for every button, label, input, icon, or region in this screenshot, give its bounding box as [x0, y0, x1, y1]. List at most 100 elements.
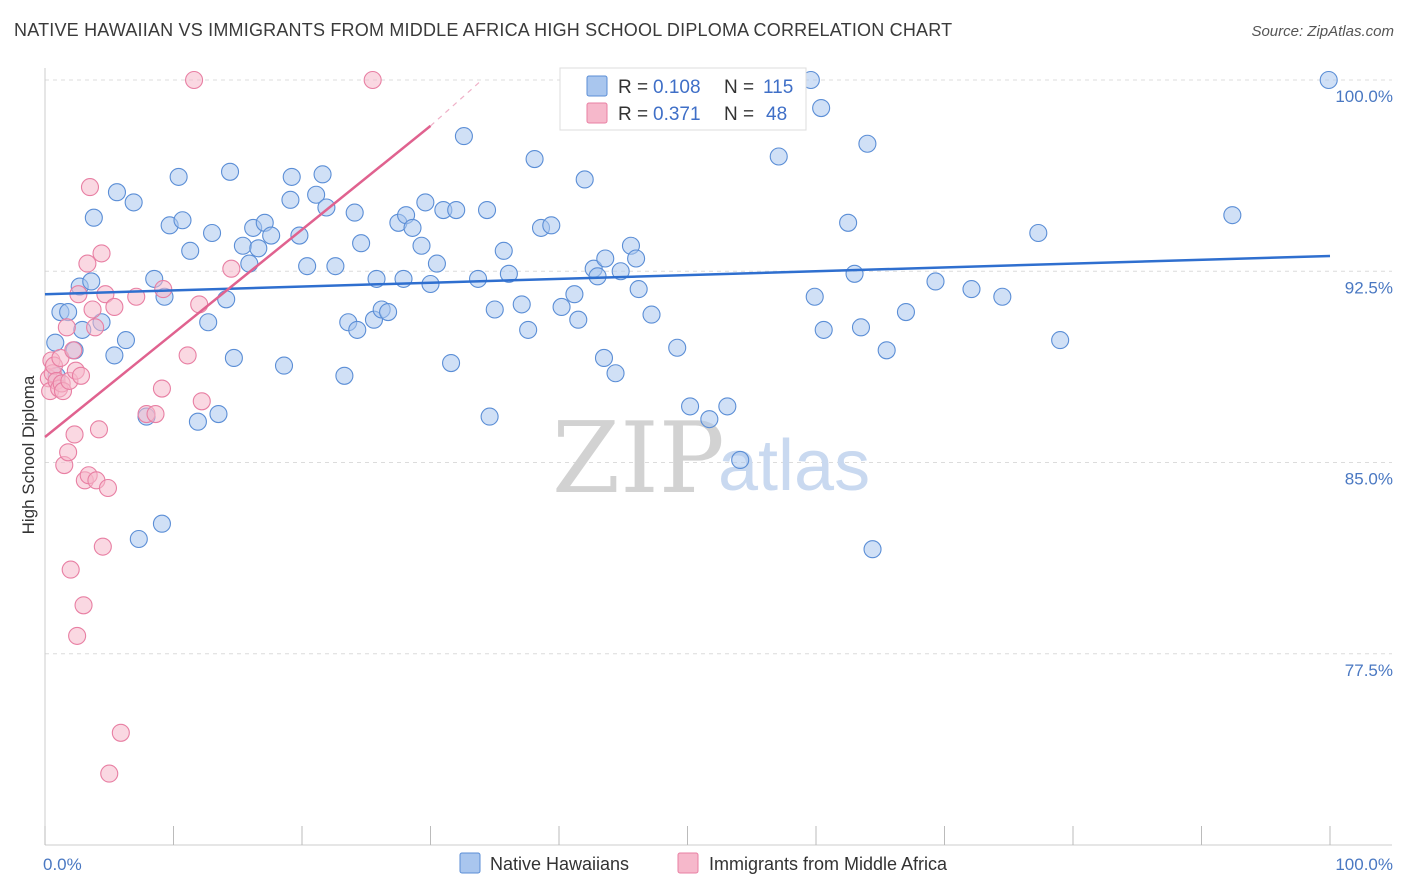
native-hawaiian-point-84: [596, 249, 615, 268]
legend-item-middle-africa-swatch: [677, 852, 699, 874]
native-hawaiian-point-21: [173, 211, 192, 230]
native-hawaiian-point-31: [240, 254, 259, 273]
native-hawaiian-point-58: [412, 236, 431, 255]
native-hawaiian-point-108: [926, 272, 945, 291]
native-hawaiian-point-99: [812, 99, 831, 118]
middle-africa-point-24: [83, 300, 102, 319]
axes: [44, 68, 1392, 846]
legend-item-middle-africa: Immigrants from Middle Africa: [709, 854, 948, 874]
stats-legend: R = 0.108 N = 115 R = 0.371 N = 48: [559, 67, 807, 131]
legend-swatch-pink: [586, 102, 608, 124]
native-hawaiian-point-80: [575, 170, 594, 189]
native-hawaiian-point-100: [814, 320, 833, 339]
native-hawaiian-point-73: [519, 320, 538, 339]
native-hawaiian-point-89: [629, 280, 648, 299]
y-tick-label-2: 92.5%: [1345, 278, 1393, 297]
native-hawaiian-point-3: [59, 302, 78, 322]
native-hawaiian-point-47: [345, 203, 364, 222]
middle-africa-point-15: [65, 425, 84, 444]
native-hawaiian-point-88: [627, 249, 646, 268]
native-hawaiian-point-110: [993, 287, 1012, 306]
native-hawaiian-point-98: [805, 287, 824, 306]
native-hawaiian-point-113: [1223, 206, 1242, 225]
source-label: Source: ZipAtlas.com: [1251, 23, 1394, 40]
trend-lines: [44, 79, 1331, 438]
legend-n-label-2: N =: [724, 104, 754, 125]
native-hawaiian-point-96: [769, 147, 788, 166]
native-hawaiian-point-53: [379, 302, 398, 322]
native-hawaiian-point-77: [552, 297, 571, 317]
middle-africa-point-19: [74, 596, 93, 615]
middle-africa-point-18: [71, 366, 91, 385]
native-hawaiian-point-83: [594, 348, 614, 368]
middle-africa-point-29: [93, 537, 112, 556]
native-hawaiian-point-79: [569, 310, 588, 329]
native-hawaiian-point-65: [454, 127, 473, 146]
y-tick-label-0: 77.5%: [1345, 661, 1393, 680]
native-hawaiian-point-78: [565, 285, 584, 304]
native-hawaiian-point-22: [181, 241, 200, 260]
x-tick-label-0: 0.0%: [43, 855, 82, 874]
native-hawaiian-point-23: [188, 412, 207, 431]
middle-africa-point-33: [105, 297, 124, 317]
y-axis-label: High School Diploma: [19, 375, 38, 534]
native-hawaiian-point-112: [1051, 331, 1070, 350]
native-hawaiian-point-17: [152, 514, 171, 533]
middle-africa-point-39: [154, 280, 173, 299]
legend-r-label-1: R =: [618, 77, 648, 98]
native-hawaiian-point-49: [352, 234, 371, 253]
legend-n-label-1: N =: [724, 77, 754, 98]
native-hawaiian-point-102: [845, 264, 864, 283]
native-hawaiian-point-42: [313, 165, 332, 184]
native-hawaiian-point-63: [442, 353, 461, 373]
native-hawaiian-point-20: [169, 167, 188, 186]
legend-item-native-hawaiians: Native Hawaiians: [490, 854, 629, 874]
native-hawaiian-point-94: [718, 397, 737, 416]
native-hawaiian-point-33: [249, 239, 268, 258]
native-hawaiian-point-26: [209, 404, 228, 424]
native-hawaiian-point-25: [203, 223, 222, 243]
middle-africa-point-44: [222, 259, 241, 278]
native-hawaiian-point-91: [668, 338, 687, 357]
middle-africa-point-45: [363, 70, 382, 90]
native-hawaiian-point-68: [480, 407, 499, 426]
middle-africa-point-42: [190, 295, 209, 314]
legend-item-native-hawaiians-swatch: [459, 852, 481, 874]
native-hawaiian-point-39: [290, 226, 309, 245]
middle-africa-point-23: [80, 178, 100, 197]
native-hawaiian-point-93: [700, 410, 719, 429]
middle-africa-point-46: [68, 626, 87, 645]
x-tick-label-1: 100.0%: [1335, 855, 1393, 874]
trend-line-middle-africa: [44, 124, 432, 438]
native-hawaiian-point-114: [1319, 70, 1338, 90]
legend-n-value-1: 115: [763, 77, 793, 98]
middle-africa-point-47: [59, 443, 78, 462]
native-hawaiian-point-103: [851, 318, 871, 337]
native-hawaiian-point-72: [512, 295, 531, 314]
native-hawaiian-point-48: [348, 320, 367, 339]
native-hawaiian-point-40: [298, 257, 317, 276]
native-hawaiian-point-67: [477, 201, 497, 220]
native-hawaiian-point-69: [485, 300, 504, 319]
middle-africa-point-21: [78, 254, 97, 273]
middle-africa-point-41: [185, 70, 204, 90]
native-hawaiian-point-35: [262, 226, 281, 245]
native-hawaiian-point-0: [46, 333, 65, 352]
native-hawaiian-point-8: [82, 272, 101, 291]
trend-line-native-hawaiians: [44, 254, 1331, 296]
native-hawaiian-point-111: [1029, 223, 1048, 243]
native-hawaiian-point-13: [124, 193, 143, 212]
legend-swatch-blue: [586, 75, 608, 97]
watermark-zip: ZIP: [552, 402, 725, 516]
middle-africa-point-28: [92, 244, 111, 263]
native-hawaiian-point-95: [731, 450, 750, 470]
middle-africa-point-32: [100, 764, 119, 783]
middle-africa-point-13: [61, 560, 80, 579]
native-hawaiian-point-59: [416, 193, 435, 212]
native-hawaiian-point-10: [105, 346, 124, 365]
native-hawaiian-point-86: [611, 262, 630, 281]
native-hawaiian-point-14: [129, 529, 148, 549]
native-hawaiian-point-37: [281, 190, 300, 209]
native-hawaiian-point-12: [116, 331, 136, 350]
